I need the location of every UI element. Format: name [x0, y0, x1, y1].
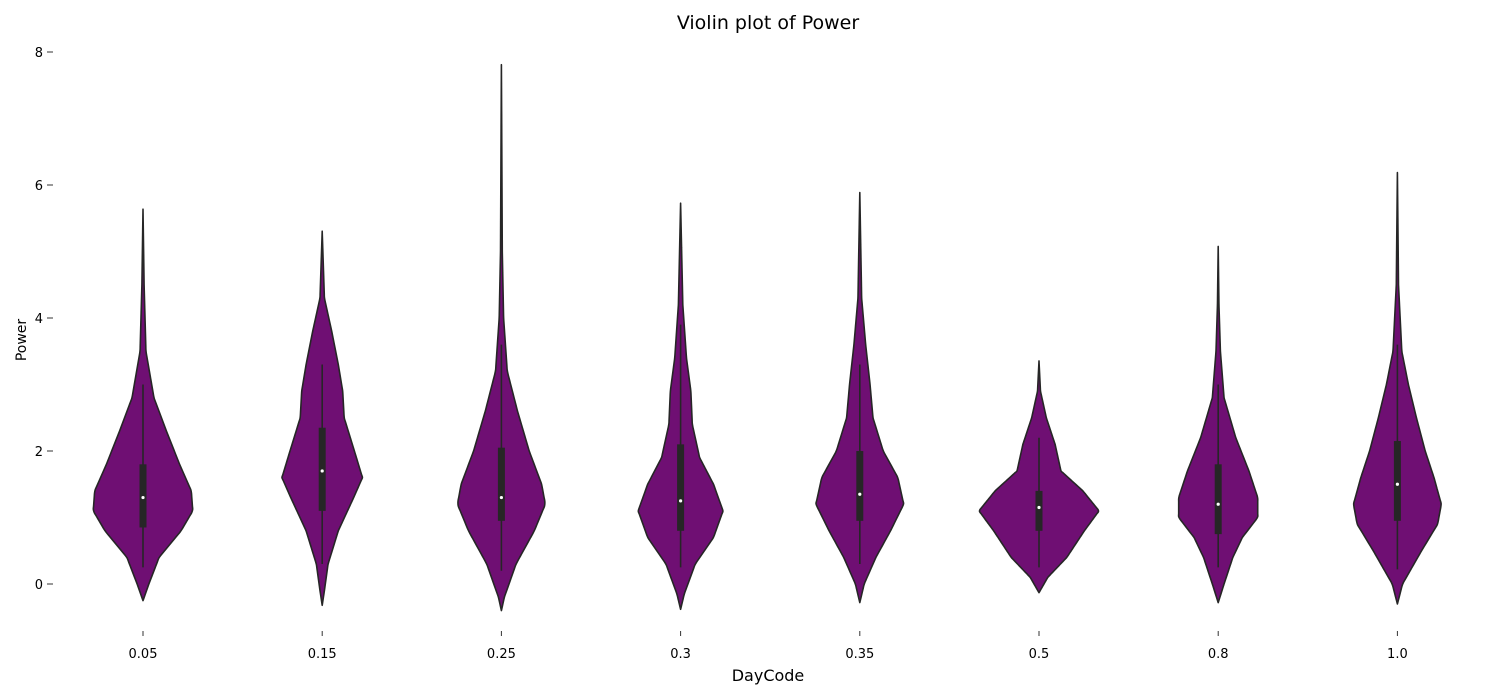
y-tick-label: 8 — [35, 46, 43, 61]
iqr-box — [497, 447, 505, 521]
y-axis: 0 2 4 6 8 — [35, 46, 53, 593]
median-marker — [1395, 482, 1399, 486]
median-marker — [320, 469, 324, 473]
y-tick-label: 0 — [35, 578, 43, 593]
violins-group — [92, 63, 1442, 612]
median-marker — [1216, 502, 1220, 506]
chart-title: Violin plot of Power — [677, 12, 860, 34]
x-tick-label: 0.3 — [670, 647, 691, 662]
x-tick-label: 0.15 — [308, 647, 337, 662]
iqr-box — [1393, 441, 1401, 521]
y-axis-label: Power — [14, 319, 30, 362]
x-tick-label: 0.25 — [487, 647, 516, 662]
x-axis-label: DayCode — [732, 666, 805, 685]
y-tick-label: 2 — [35, 445, 43, 460]
iqr-box — [1214, 464, 1222, 535]
iqr-box — [856, 451, 864, 521]
x-axis: 0.05 0.15 0.25 0.3 0.35 0.5 0.8 1.0 — [129, 631, 1408, 662]
median-marker — [679, 499, 683, 503]
iqr-box — [318, 427, 326, 511]
iqr-box — [1035, 490, 1043, 531]
median-marker — [858, 492, 862, 496]
y-tick-label: 6 — [35, 179, 43, 194]
x-tick-label: 1.0 — [1387, 647, 1408, 662]
x-tick-label: 0.8 — [1208, 647, 1229, 662]
iqr-box — [139, 464, 147, 528]
median-marker — [499, 495, 503, 500]
x-tick-label: 0.35 — [845, 647, 874, 662]
y-tick-label: 4 — [35, 312, 43, 327]
x-tick-label: 0.5 — [1029, 647, 1050, 662]
median-marker — [141, 495, 145, 500]
violin-0.25 — [457, 63, 546, 612]
iqr-box — [677, 444, 685, 531]
median-marker — [1037, 505, 1041, 510]
x-tick-label: 0.05 — [129, 647, 158, 662]
